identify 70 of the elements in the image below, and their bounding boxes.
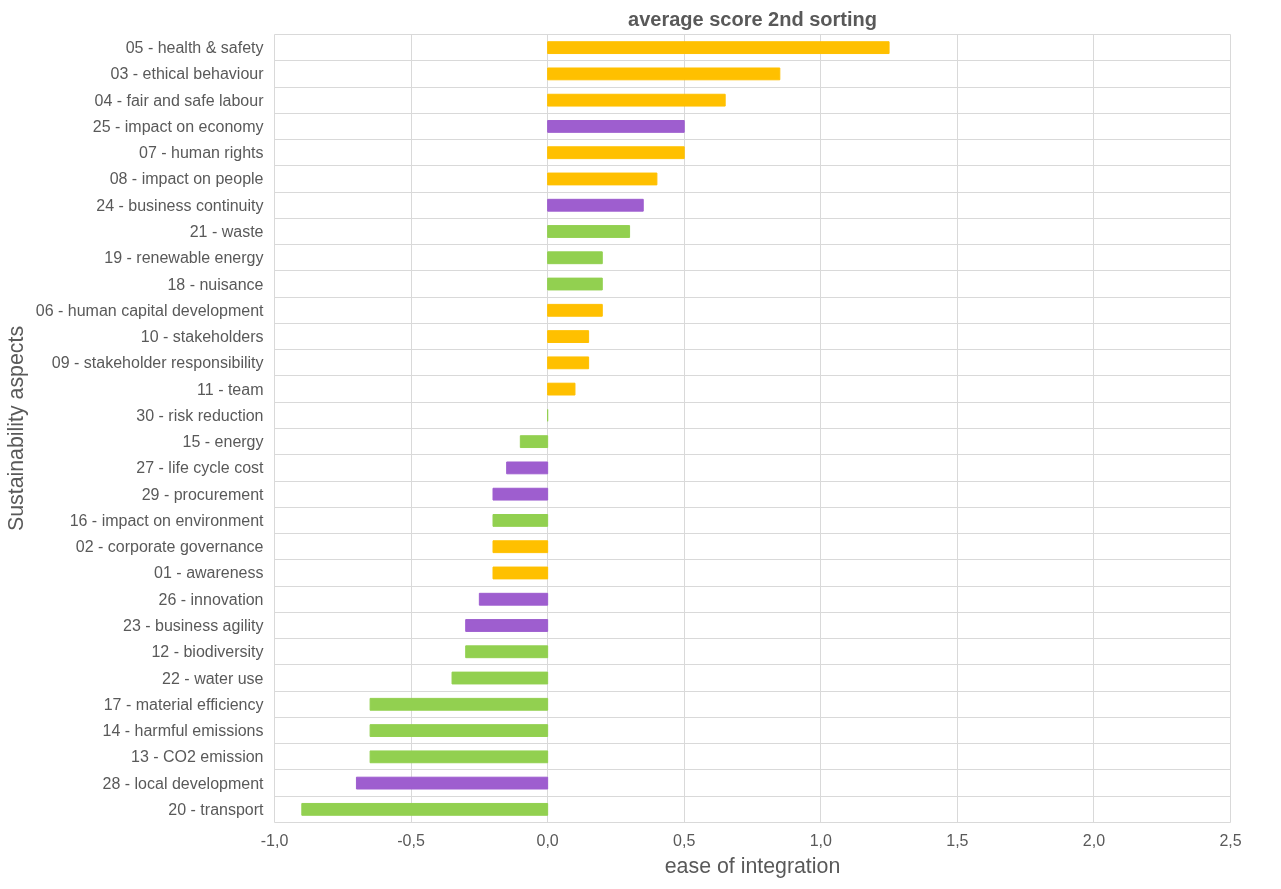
y-tick-label: 09 - stakeholder responsibility — [51, 354, 264, 372]
y-tick-label: 14 - harmful emissions — [102, 722, 264, 740]
y-tick-label: 11 - team — [197, 380, 264, 398]
y-tick-label: 24 - business continuity — [96, 196, 264, 214]
bar — [492, 487, 549, 501]
y-tick-label: 15 - energy — [182, 433, 264, 451]
x-tick-label: 0,5 — [673, 831, 696, 849]
y-tick-label: 16 - impact on environment — [69, 511, 265, 529]
x-tick-label: 1,5 — [946, 831, 969, 849]
x-tick-label: -1,0 — [260, 831, 289, 849]
bar — [547, 198, 644, 212]
y-tick-label: 10 - stakeholders — [140, 328, 264, 346]
bar — [451, 671, 549, 685]
y-tick-label: 23 - business agility — [122, 617, 264, 634]
y-tick-label: 26 - innovation — [158, 590, 264, 608]
y-tick-label: 07 - human rights — [138, 144, 264, 162]
bar — [547, 67, 781, 81]
y-tick-label: 21 - waste — [189, 223, 264, 240]
bar — [519, 435, 549, 449]
y-tick-label: 17 - material efficiency — [103, 695, 264, 713]
y-tick-label: 04 - fair and safe labour — [94, 91, 265, 109]
y-tick-label: 01 - awareness — [154, 564, 264, 582]
y-tick-label: 29 - procurement — [141, 485, 265, 503]
y-tick-label: 12 - biodiversity — [151, 643, 264, 661]
x-tick-label: 2,5 — [1219, 831, 1242, 849]
bar — [369, 697, 549, 711]
bar — [547, 277, 603, 291]
bar — [301, 802, 549, 816]
bar — [547, 356, 590, 370]
y-tick-label: 13 - CO2 emission — [131, 748, 264, 766]
x-tick-label: 2,0 — [1082, 831, 1106, 849]
y-axis-title: Sustainability aspects — [3, 325, 28, 532]
bar — [492, 540, 549, 554]
y-tick-label: 18 - nuisance — [167, 275, 264, 293]
bar — [547, 41, 890, 55]
bar — [465, 645, 549, 659]
bar — [369, 724, 549, 737]
x-tick-label: 1,0 — [809, 831, 833, 849]
chart-title: average score 2nd sorting — [628, 7, 877, 30]
bar — [492, 566, 549, 580]
bar — [547, 93, 726, 107]
bar — [506, 461, 549, 475]
bar — [465, 619, 549, 632]
bar — [547, 172, 658, 186]
x-axis-title: ease of integration — [664, 853, 841, 878]
bar — [547, 146, 685, 160]
bar — [478, 592, 549, 606]
bar — [547, 225, 631, 238]
bar — [547, 382, 576, 396]
bar — [547, 330, 590, 343]
y-tick-label: 20 - transport — [168, 800, 265, 818]
y-tick-label: 05 - health & safety — [125, 39, 264, 57]
y-tick-label: 27 - life cycle cost — [136, 459, 265, 477]
y-tick-label: 02 - corporate governance — [75, 538, 264, 556]
bar — [547, 251, 603, 265]
x-tick-label: 0,0 — [536, 831, 559, 849]
bar — [355, 776, 549, 790]
y-tick-label: 25 - impact on economy — [92, 117, 264, 135]
bar — [547, 303, 603, 317]
y-tick-label: 03 - ethical behaviour — [110, 65, 265, 83]
x-tick-label: -0,5 — [397, 831, 425, 849]
y-tick-label: 30 - risk reduction — [136, 406, 264, 424]
y-tick-label: 08 - impact on people — [109, 170, 264, 188]
bar — [547, 120, 685, 133]
bar — [492, 514, 549, 527]
y-tick-label: 06 - human capital development — [35, 301, 265, 319]
y-tick-label: 19 - renewable energy — [104, 249, 264, 267]
y-tick-label: 28 - local development — [102, 774, 265, 792]
y-tick-label: 22 - water use — [162, 669, 264, 687]
bar — [369, 750, 549, 764]
